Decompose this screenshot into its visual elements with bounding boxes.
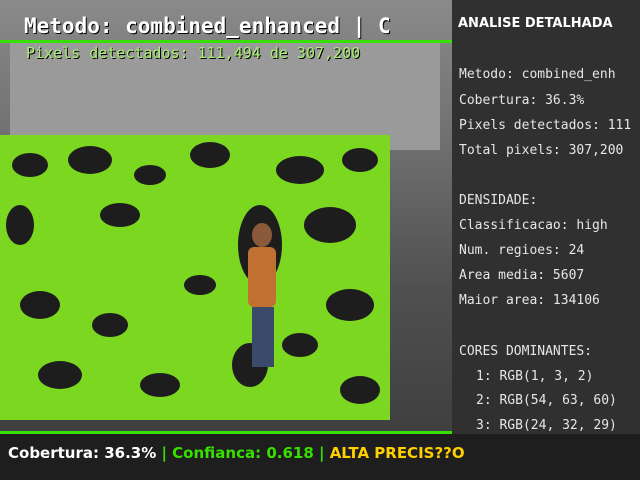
detailed-analysis-panel: ANALISE DETALHADA Metodo: combined_enh C…: [452, 0, 640, 434]
vegetation-mask-overlay: [0, 135, 390, 420]
footer-precision: ALTA PRECIS??O: [329, 444, 465, 462]
footer-coverage: Cobertura: 36.3%: [8, 444, 157, 462]
panel-pixels-detected: Pixels detectados: 111: [459, 118, 632, 133]
article-background: [10, 40, 440, 150]
mask-top-border: [0, 40, 452, 43]
panel-title: ANALISE DETALHADA: [458, 16, 613, 31]
panel-dominant-colors-header: CORES DOMINANTES:: [459, 344, 593, 359]
panel-max-area: Maior area: 134106: [459, 293, 600, 308]
panel-method: Metodo: combined_enh: [459, 67, 616, 82]
panel-color-2: 2: RGB(54, 63, 60): [476, 393, 617, 408]
method-title: Metodo: combined_enhanced | C: [24, 14, 391, 38]
pixels-detected-label: Pixels detectados: 111,494 de 307,200: [26, 44, 361, 62]
footer-band: [0, 434, 640, 480]
panel-coverage: Cobertura: 36.3%: [459, 93, 585, 108]
analyzed-image: [0, 0, 452, 480]
panel-num-regions: Num. regioes: 24: [459, 243, 585, 258]
mask-bottom-border: [0, 431, 452, 434]
panel-density-header: DENSIDADE:: [459, 193, 538, 208]
footer-confidence: | Confianca: 0.618 |: [156, 444, 330, 462]
panel-color-3: 3: RGB(24, 32, 29): [476, 418, 617, 433]
footer-status: Cobertura: 36.3% | Confianca: 0.618 | AL…: [8, 444, 465, 462]
panel-classification: Classificacao: high: [459, 218, 608, 233]
panel-area-mean: Area media: 5607: [459, 268, 585, 283]
panel-total-pixels: Total pixels: 307,200: [459, 143, 624, 158]
panel-color-1: 1: RGB(1, 3, 2): [476, 369, 594, 384]
